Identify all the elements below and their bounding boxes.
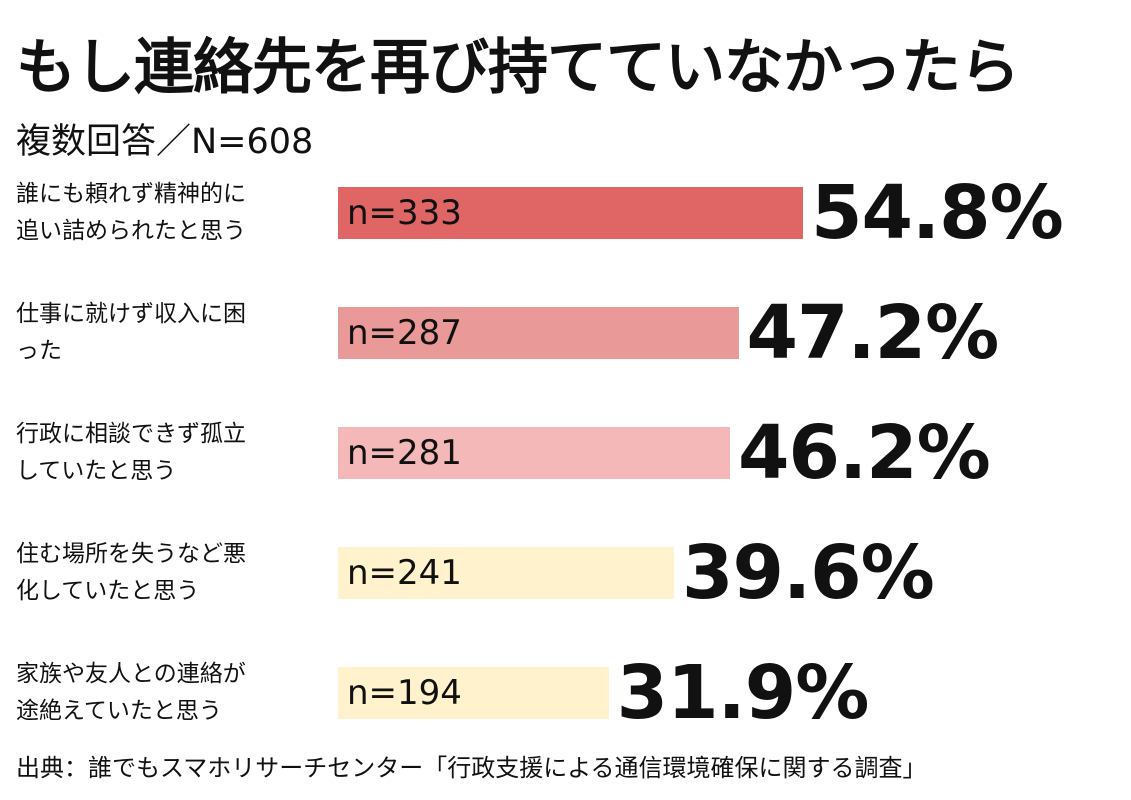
source-note: 出典：誰でもスマホリサーチセンター「行政支援による通信環境確保に関する調査」 bbox=[16, 754, 927, 782]
category-label-line: 行政に相談できず孤立 bbox=[16, 421, 246, 447]
bar-row: 住む場所を失うなど悪 化していたと思う n=241 39.6% bbox=[0, 530, 1131, 646]
category-label-line: った bbox=[16, 338, 62, 364]
category-label: 誰にも頼れず精神的に 追い詰められたと思う bbox=[16, 176, 316, 250]
bar-count-label: n=287 bbox=[347, 313, 462, 353]
bar-count-label: n=333 bbox=[347, 193, 462, 233]
category-label-line: 追い詰められたと思う bbox=[16, 218, 246, 244]
bar-value-label: 46.2% bbox=[738, 410, 991, 496]
category-label: 仕事に就けず収入に困 った bbox=[16, 296, 316, 370]
bar bbox=[338, 427, 731, 479]
bar-row: 行政に相談できず孤立 していたと思う n=281 46.2% bbox=[0, 410, 1131, 526]
bar-row: 誰にも頼れず精神的に 追い詰められたと思う n=333 54.8% bbox=[0, 170, 1131, 286]
bar-count-label: n=281 bbox=[347, 433, 462, 473]
category-label: 住む場所を失うなど悪 化していたと思う bbox=[16, 536, 316, 610]
category-label-line: 化していたと思う bbox=[16, 578, 200, 604]
chart-title: もし連絡先を再び持てていなかったら bbox=[16, 33, 1020, 103]
category-label-line: 途絶えていたと思う bbox=[16, 698, 222, 724]
chart-subtitle: 複数回答／N=608 bbox=[16, 122, 314, 162]
bar-row: 家族や友人との連絡が 途絶えていたと思う n=194 31.9% bbox=[0, 650, 1131, 766]
bar bbox=[338, 667, 609, 719]
bar-count-label: n=241 bbox=[347, 553, 462, 593]
bar-row: 仕事に就けず収入に困 った n=287 47.2% bbox=[0, 290, 1131, 406]
bar-value-label: 31.9% bbox=[616, 650, 870, 736]
category-label-line: 仕事に就けず収入に困 bbox=[16, 301, 246, 327]
bar bbox=[338, 547, 675, 599]
category-label: 行政に相談できず孤立 していたと思う bbox=[16, 416, 316, 490]
bar-value-label: 47.2% bbox=[746, 290, 1000, 376]
bar bbox=[338, 187, 803, 239]
category-label-line: 誰にも頼れず精神的に bbox=[16, 181, 246, 207]
bar-value-label: 54.8% bbox=[811, 170, 1064, 256]
bar bbox=[338, 307, 739, 359]
category-label: 家族や友人との連絡が 途絶えていたと思う bbox=[16, 656, 316, 730]
bar-count-label: n=194 bbox=[347, 673, 462, 713]
category-label-line: していたと思う bbox=[16, 458, 177, 484]
category-label-line: 住む場所を失うなど悪 bbox=[16, 541, 246, 567]
bar-value-label: 39.6% bbox=[682, 530, 935, 616]
category-label-line: 家族や友人との連絡が bbox=[16, 661, 246, 687]
